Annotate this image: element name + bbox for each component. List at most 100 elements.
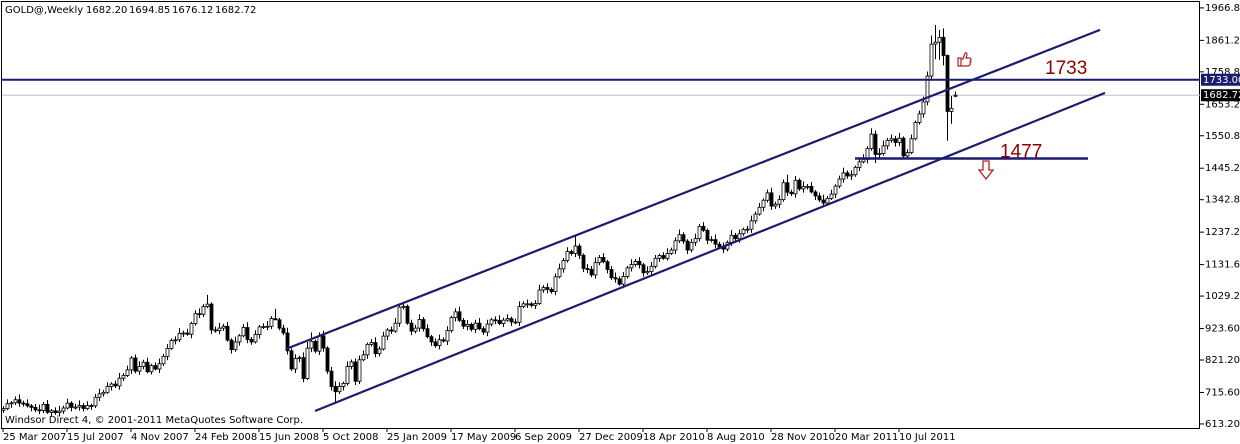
- candle-body: [729, 234, 734, 243]
- y-tick-label: 1237.20: [1205, 227, 1240, 238]
- candle-body: [381, 335, 386, 350]
- candle-body: [349, 361, 354, 367]
- candle-body: [229, 339, 234, 351]
- candle-body: [809, 186, 814, 193]
- candle-body: [885, 139, 890, 147]
- candle-body: [225, 325, 230, 341]
- candle-body: [789, 191, 794, 195]
- candle-body: [481, 328, 486, 333]
- candle-body: [545, 287, 550, 290]
- candle-body: [601, 257, 606, 263]
- candle-body: [561, 260, 566, 270]
- candle-body: [945, 55, 950, 112]
- candle-body: [541, 287, 546, 291]
- candle-body: [1, 408, 6, 411]
- candle-body: [521, 303, 526, 307]
- candle-body: [869, 133, 874, 150]
- candle-body: [385, 329, 390, 337]
- candle-body: [665, 253, 670, 259]
- candle-body: [9, 402, 14, 405]
- candle-body: [733, 234, 738, 240]
- candle-body: [773, 203, 778, 207]
- candle-body: [353, 361, 358, 382]
- last-price-box: [1201, 89, 1240, 102]
- candle-body: [361, 354, 366, 361]
- candle-body: [285, 332, 290, 352]
- candle-body: [445, 330, 450, 342]
- candle-body: [613, 277, 618, 280]
- candle-body: [117, 377, 122, 387]
- resistance-price-box: [1201, 73, 1240, 86]
- candle-body: [37, 409, 42, 412]
- x-tick-label: 24 Feb 2008: [195, 432, 257, 443]
- candle-body: [365, 343, 370, 356]
- candle-body: [533, 303, 538, 306]
- x-tick-label: 6 Sep 2009: [515, 432, 572, 443]
- candle-body: [269, 318, 274, 327]
- y-tick-label: 1029.20: [1205, 291, 1240, 302]
- candle-body: [337, 386, 342, 393]
- y-tick-label: 1342.80: [1205, 195, 1240, 206]
- candle-body: [705, 229, 710, 241]
- candle-body: [181, 332, 186, 335]
- candle-body: [237, 335, 242, 343]
- candle-body: [265, 325, 270, 328]
- candle-body: [137, 366, 142, 372]
- candle-body: [621, 276, 626, 285]
- x-tick-label: 10 Jul 2011: [899, 432, 956, 443]
- candle-body: [529, 303, 534, 306]
- candle-body: [441, 339, 446, 342]
- candle-body: [785, 182, 790, 193]
- candle-body: [433, 341, 438, 347]
- candle-body: [405, 305, 410, 324]
- x-tick-label: 27 Dec 2009: [579, 432, 643, 443]
- trend-line: [285, 28, 1101, 351]
- candle-body: [105, 386, 110, 393]
- candle-body: [837, 178, 842, 187]
- candle-body: [765, 192, 770, 201]
- candle-body: [597, 257, 602, 264]
- candle-body: [509, 318, 514, 323]
- candle-body: [465, 324, 470, 327]
- candle-body: [397, 306, 402, 324]
- candle-body: [297, 357, 302, 360]
- candle-body: [205, 303, 210, 307]
- candle-body: [317, 335, 322, 352]
- candle-body: [213, 329, 218, 332]
- candle-body: [825, 198, 830, 204]
- plot-frame: [1, 1, 1200, 429]
- candle-body: [701, 225, 706, 231]
- candle-body: [933, 41, 938, 45]
- candle-body: [889, 138, 894, 141]
- candle-body: [89, 405, 94, 407]
- header-low: 1676.12: [172, 5, 213, 16]
- candle-body: [617, 278, 622, 285]
- candle-body: [901, 137, 906, 157]
- candle-body: [877, 153, 882, 155]
- candle-body: [753, 213, 758, 222]
- candle-body: [909, 138, 914, 154]
- header-open: 1682.20: [86, 5, 127, 16]
- candle-body: [797, 179, 802, 190]
- candle-body: [881, 145, 886, 154]
- candle-body: [85, 405, 90, 410]
- candle-body: [33, 407, 38, 411]
- candle-body: [689, 241, 694, 251]
- candle-body: [821, 199, 826, 204]
- candle-body: [769, 192, 774, 207]
- candle-body: [293, 358, 298, 370]
- candle-body: [893, 138, 898, 143]
- candle-body: [5, 403, 10, 410]
- y-tick-label: 1445.20: [1205, 163, 1240, 174]
- candle-body: [189, 323, 194, 335]
- trend-line: [314, 91, 1106, 412]
- candle-body: [289, 350, 294, 370]
- down-arrow-icon: [977, 160, 995, 181]
- candle-body: [73, 406, 78, 409]
- x-tick-label: 17 May 2009: [451, 432, 516, 443]
- chart-title: GOLD@,Weekly: [5, 5, 83, 16]
- x-tick-label: 5 Oct 2008: [323, 432, 378, 443]
- candle-body: [861, 158, 866, 163]
- candle-body: [169, 340, 174, 349]
